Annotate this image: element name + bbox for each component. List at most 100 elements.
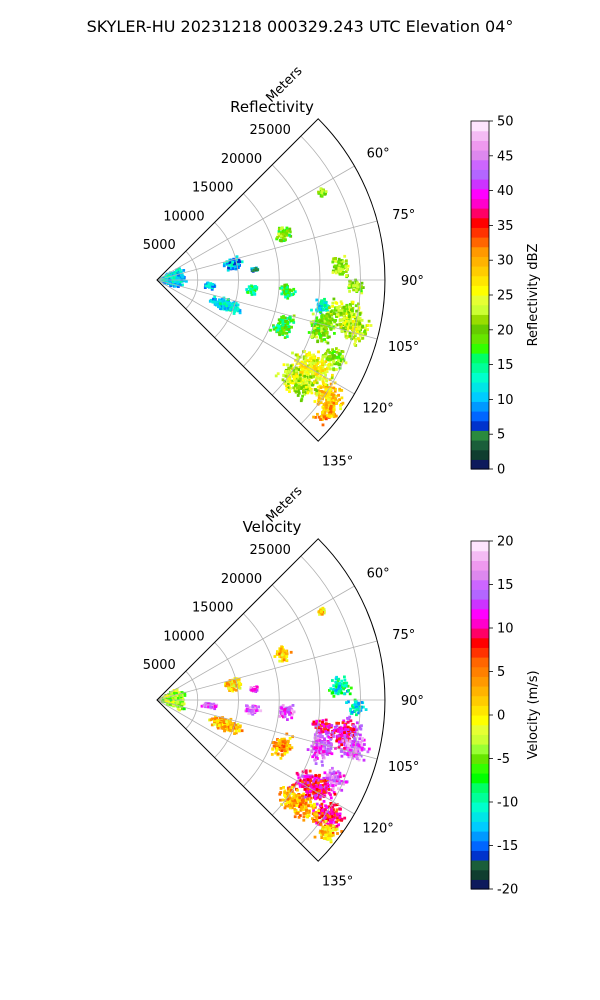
echo-pixel bbox=[325, 403, 328, 407]
echo-pixel bbox=[293, 815, 297, 819]
echo-pixel bbox=[332, 415, 336, 419]
echo-pixel bbox=[231, 722, 234, 725]
echo-pixel bbox=[349, 317, 353, 321]
echo-pixel bbox=[212, 722, 216, 726]
echo-pixel bbox=[325, 397, 328, 401]
echo-pixel bbox=[291, 351, 294, 355]
echo-pixel bbox=[219, 304, 223, 308]
echo-pixel bbox=[355, 284, 359, 287]
echo-pixel bbox=[298, 782, 302, 786]
echo-pixel bbox=[304, 356, 308, 360]
echo-pixel bbox=[328, 335, 331, 339]
echo-pixel bbox=[181, 707, 184, 711]
echo-pixel bbox=[304, 800, 308, 804]
echo-pixel bbox=[335, 368, 338, 371]
echo-pixel bbox=[332, 774, 336, 778]
echo-pixel bbox=[328, 749, 332, 753]
echo-pixel bbox=[321, 809, 324, 813]
echo-pixel bbox=[290, 709, 294, 712]
echo-pixel bbox=[314, 746, 318, 750]
echo-pixel bbox=[356, 704, 359, 708]
echo-pixel bbox=[360, 291, 364, 295]
echo-pixel bbox=[358, 287, 361, 291]
reflectivity-grid bbox=[156, 118, 386, 442]
echo-pixel bbox=[326, 783, 330, 787]
colorbar-segment bbox=[471, 382, 489, 393]
echo-cell bbox=[275, 226, 293, 243]
echo-pixel bbox=[215, 703, 219, 707]
echo-pixel bbox=[210, 723, 214, 727]
echo-pixel bbox=[319, 392, 323, 395]
echo-pixel bbox=[325, 784, 329, 788]
echo-pixel bbox=[286, 229, 289, 233]
echo-pixel bbox=[283, 284, 287, 288]
echo-pixel bbox=[314, 749, 318, 752]
echo-pixel bbox=[280, 292, 284, 296]
echo-pixel bbox=[282, 329, 286, 332]
echo-pixel bbox=[314, 758, 317, 762]
colorbar-tick-label: 15 bbox=[497, 358, 514, 373]
colorbar-tick-label: 50 bbox=[497, 115, 514, 130]
echo-pixel bbox=[277, 739, 281, 742]
echo-pixel bbox=[344, 727, 347, 731]
echo-pixel bbox=[354, 339, 357, 343]
echo-pixel bbox=[335, 824, 339, 828]
echo-pixel bbox=[318, 377, 322, 381]
echo-cell bbox=[317, 187, 328, 198]
colorbar-segment bbox=[471, 266, 489, 277]
echo-pixel bbox=[235, 678, 239, 682]
echo-pixel bbox=[348, 726, 352, 730]
colorbar-tick-label: 40 bbox=[497, 184, 514, 199]
echo-pixel bbox=[159, 277, 163, 281]
echo-pixel bbox=[343, 316, 346, 320]
echo-pixel bbox=[238, 309, 242, 312]
echo-pixel bbox=[317, 329, 320, 332]
echo-pixel bbox=[285, 226, 289, 230]
echo-pixel bbox=[282, 373, 286, 377]
azimuth-spoke bbox=[156, 220, 378, 281]
echo-pixel bbox=[321, 369, 324, 372]
echo-pixel bbox=[304, 384, 308, 388]
echo-pixel bbox=[294, 782, 298, 786]
echo-pixel bbox=[292, 386, 296, 390]
echo-pixel bbox=[321, 744, 325, 748]
azimuth-spoke bbox=[156, 165, 355, 281]
echo-pixel bbox=[338, 272, 342, 276]
echo-pixel bbox=[332, 770, 336, 774]
echo-pixel bbox=[321, 720, 324, 724]
echo-pixel bbox=[339, 687, 343, 691]
colorbar-tick-label: 25 bbox=[497, 289, 514, 304]
echo-pixel bbox=[337, 685, 341, 689]
echo-pixel bbox=[281, 378, 285, 382]
echo-pixel bbox=[327, 741, 331, 745]
echo-pixel bbox=[312, 367, 315, 370]
echo-pixel bbox=[320, 802, 324, 806]
echo-pixel bbox=[350, 312, 354, 316]
echo-pixel bbox=[317, 812, 321, 816]
echo-pixel bbox=[324, 396, 328, 400]
echo-pixel bbox=[335, 808, 339, 812]
colorbar-segment bbox=[471, 430, 489, 441]
echo-pixel bbox=[315, 298, 319, 302]
echo-pixel bbox=[312, 353, 315, 357]
echo-pixel bbox=[223, 725, 227, 728]
echo-pixel bbox=[320, 320, 324, 323]
echo-pixel bbox=[286, 797, 290, 801]
echo-pixel bbox=[340, 754, 344, 758]
echo-pixel bbox=[337, 823, 340, 827]
echo-pixel bbox=[345, 274, 348, 277]
echo-pixel bbox=[291, 318, 295, 322]
echo-pixel bbox=[281, 321, 285, 324]
echo-pixel bbox=[334, 689, 337, 692]
echo-pixel bbox=[325, 773, 329, 777]
echo-pixel bbox=[277, 318, 281, 322]
echo-pixel bbox=[345, 336, 349, 340]
echo-pixel bbox=[311, 312, 315, 316]
echo-pixel bbox=[361, 336, 365, 340]
echo-pixel bbox=[342, 684, 346, 688]
echo-pixel bbox=[285, 335, 289, 338]
echo-pixel bbox=[232, 684, 236, 688]
echo-pixel bbox=[315, 782, 318, 786]
echo-pixel bbox=[285, 706, 289, 710]
echo-pixel bbox=[316, 385, 320, 389]
